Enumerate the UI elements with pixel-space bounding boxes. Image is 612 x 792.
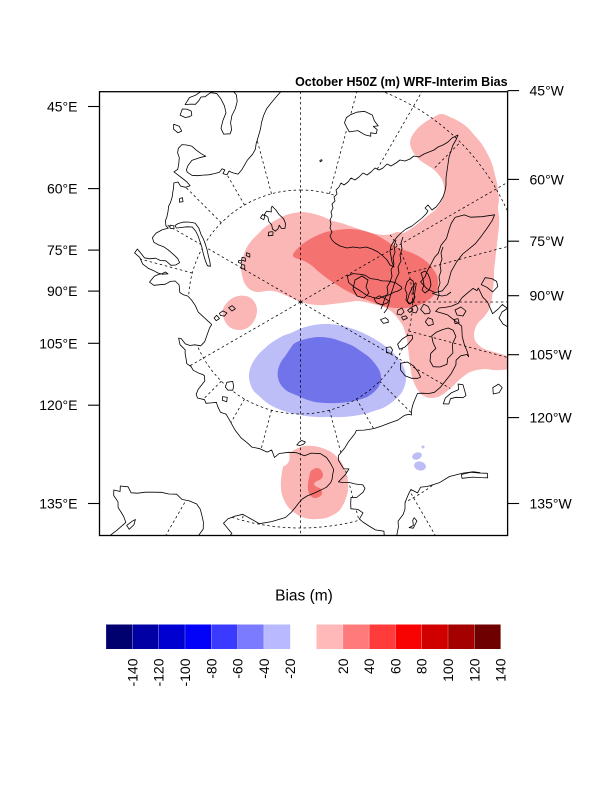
svg-text:-20: -20 (282, 658, 298, 678)
svg-text:20: 20 (335, 658, 351, 674)
svg-text:120: 120 (466, 658, 482, 682)
svg-text:60: 60 (387, 658, 403, 674)
svg-text:120°E: 120°E (39, 397, 77, 413)
svg-text:Bias (m): Bias (m) (275, 588, 333, 605)
svg-text:-80: -80 (203, 658, 219, 678)
svg-text:135°W: 135°W (530, 496, 573, 512)
svg-text:105°E: 105°E (39, 335, 77, 351)
svg-text:140: 140 (493, 658, 509, 682)
svg-text:60°E: 60°E (47, 181, 78, 197)
svg-text:45°W: 45°W (530, 83, 565, 99)
svg-text:October H50Z (m) WRF-Interim B: October H50Z (m) WRF-Interim Bias (295, 75, 508, 89)
svg-text:-140: -140 (124, 658, 140, 686)
svg-text:100: 100 (440, 658, 456, 682)
svg-text:75°E: 75°E (47, 242, 78, 258)
svg-text:-100: -100 (177, 658, 193, 686)
svg-text:-40: -40 (256, 658, 272, 678)
svg-text:75°W: 75°W (530, 233, 565, 249)
svg-text:45°E: 45°E (47, 99, 78, 115)
svg-text:40: 40 (361, 658, 377, 674)
svg-text:60°W: 60°W (530, 171, 565, 187)
svg-text:120°W: 120°W (530, 410, 573, 426)
svg-text:135°E: 135°E (39, 496, 77, 512)
svg-text:80: 80 (414, 658, 430, 674)
svg-text:-120: -120 (151, 658, 167, 686)
svg-text:105°W: 105°W (530, 347, 573, 363)
svg-text:90°W: 90°W (530, 288, 565, 304)
svg-text:90°E: 90°E (47, 283, 78, 299)
svg-text:-60: -60 (230, 658, 246, 678)
